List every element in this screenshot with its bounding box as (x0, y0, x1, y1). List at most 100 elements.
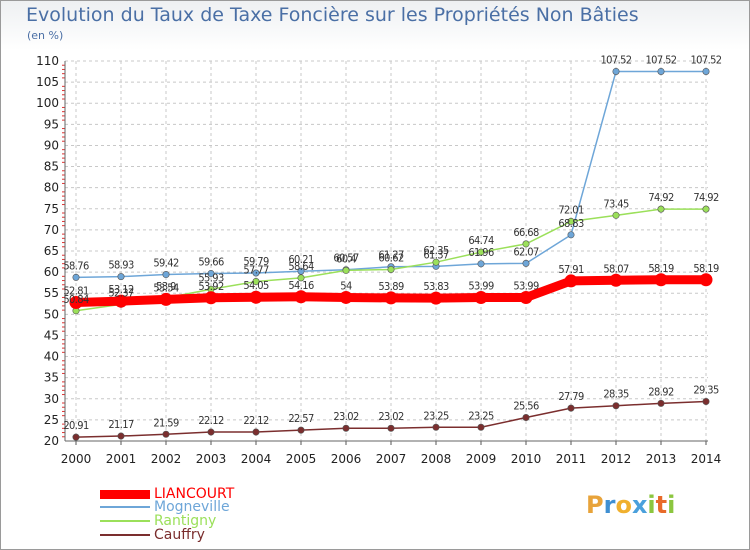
y-axis-unit-label: (en %) (27, 29, 64, 42)
data-label-rantigny: 57.77 (243, 264, 269, 277)
data-point-liancourt (204, 291, 218, 305)
data-point-cauffry (72, 433, 80, 441)
data-point-cauffry (702, 398, 710, 406)
data-point-cauffry (252, 428, 260, 436)
data-point-liancourt (114, 294, 128, 308)
data-label-cauffry: 21.17 (108, 418, 134, 431)
data-label-cauffry: 21.59 (153, 416, 179, 429)
logo-letter: i (667, 491, 676, 519)
x-tick-label: 2001 (106, 452, 137, 466)
legend-swatch (100, 534, 150, 536)
data-label-mogneville: 59.66 (198, 256, 224, 269)
data-label-liancourt: 52.81 (63, 284, 89, 297)
data-point-cauffry (477, 423, 485, 431)
data-point-liancourt (384, 291, 398, 305)
legend-item-liancourt: LIANCOURT (100, 487, 234, 501)
data-label-rantigny: 73.45 (603, 197, 629, 210)
data-point-mogneville (522, 259, 530, 267)
data-point-cauffry (297, 426, 305, 434)
data-point-mogneville (117, 273, 125, 281)
data-point-cauffry (162, 430, 170, 438)
data-label-liancourt: 58.19 (693, 262, 719, 275)
data-point-rantigny (297, 274, 305, 282)
data-label-cauffry: 25.56 (513, 400, 539, 413)
x-tick-label: 2003 (196, 452, 227, 466)
data-label-rantigny: 74.92 (648, 191, 674, 204)
y-tick-label: 80 (44, 181, 59, 195)
x-tick-label: 2013 (646, 452, 677, 466)
data-point-liancourt (159, 292, 173, 306)
data-label-rantigny: 50.84 (63, 293, 89, 306)
data-point-mogneville (612, 67, 620, 75)
data-point-liancourt (699, 273, 713, 287)
data-label-mogneville: 60.57 (333, 252, 359, 265)
data-point-mogneville (72, 273, 80, 281)
data-label-cauffry: 20.91 (63, 419, 89, 432)
data-label-liancourt: 57.91 (558, 263, 584, 276)
data-label-cauffry: 27.79 (558, 390, 584, 403)
data-label-rantigny: 66.68 (513, 226, 539, 239)
y-tick-label: 75 (44, 202, 59, 216)
data-point-rantigny (702, 205, 710, 213)
data-point-mogneville (477, 260, 485, 268)
data-point-rantigny (432, 258, 440, 266)
y-tick-label: 35 (44, 371, 59, 385)
data-label-liancourt: 53.12 (108, 283, 134, 296)
logo-letter: x (631, 491, 648, 519)
data-label-liancourt: 53.89 (378, 280, 404, 293)
data-label-rantigny: 53.9 (156, 280, 176, 293)
y-tick-label: 20 (44, 434, 59, 448)
data-label-mogneville: 61.37 (423, 248, 449, 261)
y-tick-label: 25 (44, 413, 59, 427)
data-point-mogneville (252, 269, 260, 277)
proxiti-logo: Proxiti (586, 491, 675, 519)
y-tick-label: 70 (44, 223, 59, 237)
legend-swatch (100, 506, 150, 508)
data-label-rantigny: 72.01 (558, 203, 584, 216)
data-label-mogneville: 107.52 (645, 53, 676, 66)
data-point-rantigny (342, 266, 350, 274)
data-point-liancourt (429, 291, 443, 305)
data-point-liancourt (249, 290, 263, 304)
x-tick-label: 2004 (241, 452, 272, 466)
x-tick-label: 2007 (376, 452, 407, 466)
data-point-liancourt (519, 290, 533, 304)
data-label-rantigny: 55.93 (198, 271, 224, 284)
y-tick-label: 95 (44, 117, 59, 131)
data-label-cauffry: 23.25 (423, 409, 449, 422)
logo-letter: r (603, 491, 616, 519)
y-tick-label: 90 (44, 138, 59, 152)
data-label-mogneville: 60.21 (288, 253, 314, 266)
logo-letter: P (586, 491, 604, 519)
data-label-mogneville: 58.76 (63, 259, 89, 272)
data-label-rantigny: 58.64 (288, 260, 314, 273)
logo-letter: t (655, 491, 668, 519)
data-label-rantigny: 60.4 (336, 252, 356, 265)
data-label-mogneville: 68.83 (558, 217, 584, 230)
data-label-rantigny: 62.35 (423, 244, 449, 257)
data-label-cauffry: 29.35 (693, 384, 719, 397)
data-point-mogneville (702, 67, 710, 75)
y-tick-label: 85 (44, 160, 59, 174)
data-point-cauffry (387, 424, 395, 432)
legend-item-mogneville: Mogneville (100, 500, 230, 514)
data-label-mogneville: 107.52 (690, 53, 721, 66)
data-point-rantigny (477, 248, 485, 256)
y-tick-label: 65 (44, 244, 59, 258)
x-tick-label: 2008 (421, 452, 452, 466)
data-label-cauffry: 23.02 (333, 410, 359, 423)
data-point-rantigny (612, 211, 620, 219)
y-tick-label: 45 (44, 328, 59, 342)
data-point-mogneville (657, 67, 665, 75)
legend-item-cauffry: Cauffry (100, 528, 205, 542)
data-point-cauffry (207, 428, 215, 436)
data-point-cauffry (567, 404, 575, 412)
data-label-rantigny: 52.37 (108, 286, 134, 299)
data-label-mogneville: 59.42 (153, 257, 179, 270)
data-point-rantigny (657, 205, 665, 213)
x-tick-label: 2002 (151, 452, 182, 466)
data-point-liancourt (609, 273, 623, 287)
data-label-mogneville: 62.07 (513, 245, 539, 258)
data-label-cauffry: 22.12 (243, 414, 269, 427)
